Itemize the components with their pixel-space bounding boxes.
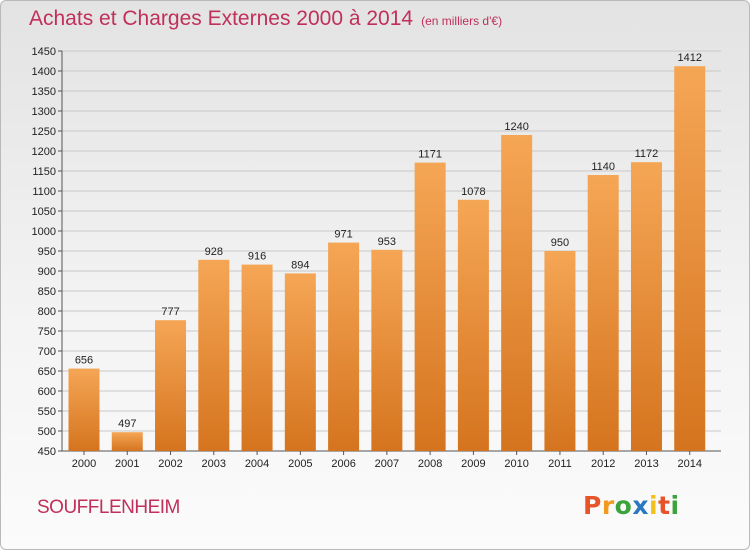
- data-label-2009: 1078: [461, 186, 485, 198]
- logo-letter: i: [670, 491, 680, 520]
- bar-2012: [587, 175, 619, 451]
- y-tick-label: 1400: [32, 66, 56, 78]
- logo-letter: x: [632, 491, 649, 520]
- data-label-2004: 916: [248, 251, 266, 263]
- x-tick-label-2010: 2010: [504, 458, 528, 470]
- x-tick-label-2012: 2012: [591, 458, 615, 470]
- x-tick-label-2000: 2000: [72, 458, 96, 470]
- y-tick-label: 600: [38, 386, 56, 398]
- chart-title: Achats et Charges Externes 2000 à 2014 (e…: [29, 7, 502, 31]
- data-label-2003: 928: [205, 246, 223, 258]
- x-tick-label-2002: 2002: [158, 458, 182, 470]
- data-label-2007: 953: [378, 236, 396, 248]
- bar-2008: [414, 162, 446, 451]
- y-tick-label: 1000: [32, 226, 56, 238]
- proxiti-logo: Proxiti: [583, 491, 680, 520]
- x-tick-label-2008: 2008: [418, 458, 442, 470]
- data-label-2006: 971: [334, 229, 352, 241]
- logo-letter: i: [649, 491, 659, 520]
- x-tick-label-2009: 2009: [461, 458, 485, 470]
- x-tick-label-2007: 2007: [375, 458, 399, 470]
- x-tick-label-2013: 2013: [634, 458, 658, 470]
- bar-2003: [198, 259, 230, 451]
- bar-2006: [328, 242, 360, 451]
- bar-2002: [155, 320, 187, 451]
- y-tick-label: 850: [38, 286, 56, 298]
- bar-2005: [284, 273, 316, 451]
- data-label-2013: 1172: [635, 148, 659, 160]
- data-label-2014: 1412: [677, 52, 701, 64]
- data-label-2001: 497: [118, 418, 136, 430]
- chart-subtitle: (en milliers d'€): [421, 14, 503, 28]
- bar-2007: [371, 249, 403, 451]
- chart-title-text: Achats et Charges Externes 2000 à 2014: [29, 7, 414, 30]
- y-tick-label: 1200: [32, 146, 56, 158]
- logo-letter: t: [658, 491, 671, 520]
- y-tick-label: 1100: [32, 186, 56, 198]
- data-label-2005: 894: [291, 259, 309, 271]
- logo-letter: P: [583, 491, 602, 520]
- bar-2014: [674, 66, 706, 451]
- data-label-2011: 950: [551, 237, 569, 249]
- y-tick-label: 1250: [32, 126, 56, 138]
- x-tick-label-2006: 2006: [331, 458, 355, 470]
- y-tick-label: 1300: [32, 106, 56, 118]
- y-tick-label: 950: [38, 246, 56, 258]
- bar-2001: [111, 432, 143, 451]
- y-tick-label: 500: [38, 426, 56, 438]
- data-label-2002: 777: [161, 306, 179, 318]
- y-tick-label: 750: [38, 326, 56, 338]
- x-axis: 2000 2001 2002 2003 2004 2005 2006 2007 2008 2009…: [72, 451, 702, 470]
- x-tick-label-2004: 2004: [245, 458, 269, 470]
- bar-2009: [457, 199, 489, 451]
- bars: 656 497 777 928 916 894 971 953 1171 1078 1240 950 1…: [68, 52, 706, 451]
- x-tick-label-2014: 2014: [677, 458, 701, 470]
- bar-2004: [241, 264, 273, 451]
- y-tick-label: 1150: [32, 166, 56, 178]
- y-tick-label: 700: [38, 346, 56, 358]
- bar-2010: [501, 135, 533, 451]
- y-tick-label: 900: [38, 266, 56, 278]
- logo-letter: o: [614, 491, 633, 520]
- x-tick-label-2005: 2005: [288, 458, 312, 470]
- y-tick-label: 650: [38, 366, 56, 378]
- bar-2000: [68, 368, 100, 451]
- data-label-2000: 656: [75, 355, 93, 367]
- bar-2013: [630, 162, 662, 451]
- data-label-2010: 1240: [504, 121, 528, 133]
- y-tick-label: 450: [38, 446, 56, 458]
- data-label-2008: 1171: [418, 149, 442, 161]
- bar-2011: [544, 251, 576, 451]
- commune-name: SOUFFLENHEIM: [37, 497, 180, 518]
- logo-letter: r: [601, 491, 615, 520]
- data-label-2012: 1140: [591, 161, 615, 173]
- y-tick-label: 800: [38, 306, 56, 318]
- y-tick-label: 550: [38, 406, 56, 418]
- x-tick-label-2001: 2001: [115, 458, 139, 470]
- x-tick-label-2003: 2003: [202, 458, 226, 470]
- x-tick-label-2011: 2011: [548, 458, 572, 470]
- y-tick-label: 1050: [32, 206, 56, 218]
- y-tick-label: 1350: [32, 86, 56, 98]
- y-tick-label: 1450: [32, 46, 56, 58]
